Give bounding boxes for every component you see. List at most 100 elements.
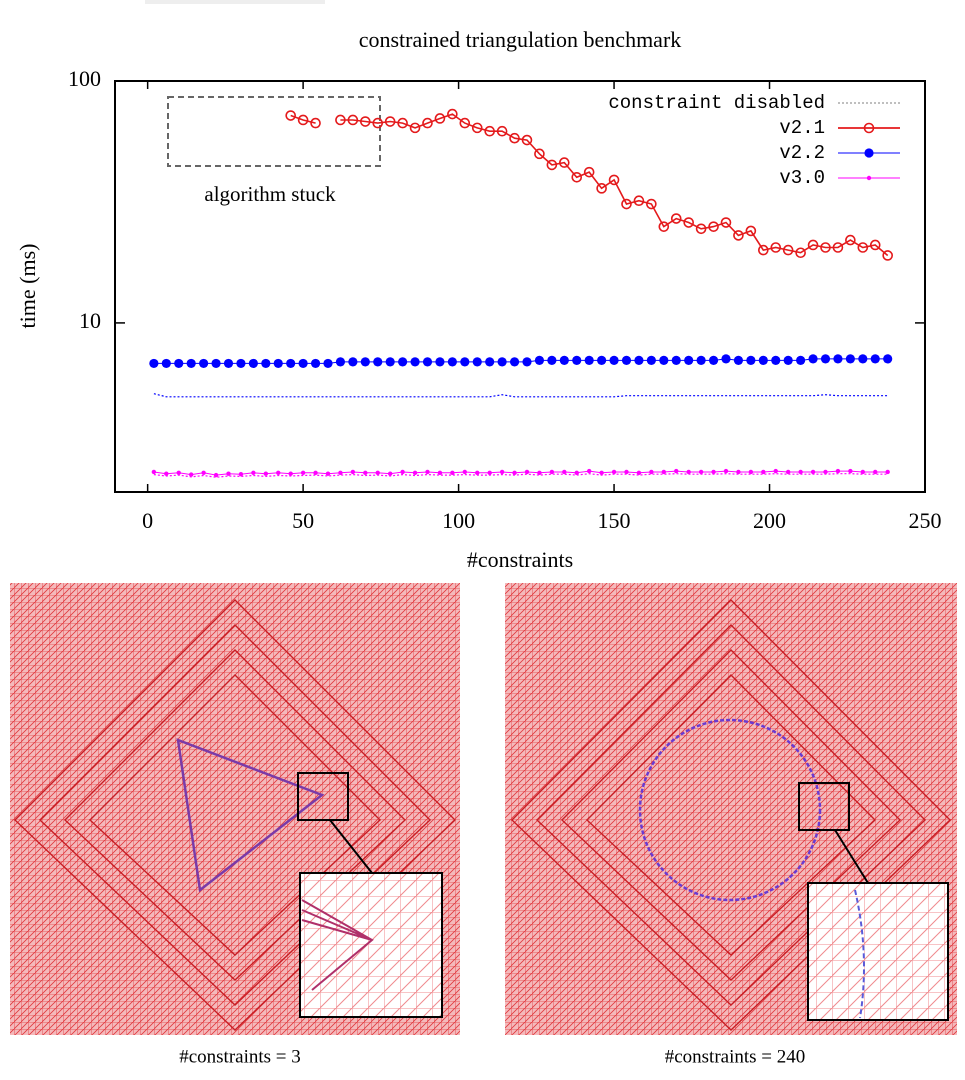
mesh-panel-right: [505, 583, 957, 1035]
point: [785, 469, 791, 475]
point: [151, 469, 157, 475]
point: [646, 355, 656, 365]
point: [835, 468, 841, 474]
point: [422, 117, 433, 129]
point: [348, 357, 358, 367]
point: [771, 355, 781, 365]
point: [796, 355, 806, 365]
point: [807, 239, 819, 251]
point: [238, 471, 244, 477]
point: [485, 357, 495, 367]
point: [708, 355, 719, 365]
point: [285, 110, 296, 121]
point: [522, 357, 532, 367]
point: [422, 357, 433, 367]
point: [633, 195, 645, 207]
point: [450, 470, 455, 476]
x-tick-label: 150: [598, 508, 631, 533]
point: [496, 125, 508, 137]
point: [883, 354, 893, 364]
point: [624, 469, 629, 475]
point: [758, 355, 768, 365]
point: [798, 469, 803, 475]
y-axis-label: time (ms): [15, 244, 40, 329]
point: [425, 469, 430, 475]
point: [621, 198, 632, 210]
point: [583, 166, 595, 178]
top-strip: [145, 0, 325, 4]
point: [869, 239, 881, 251]
point: [325, 471, 331, 476]
point: [161, 358, 171, 369]
point: [723, 468, 729, 474]
point: [845, 354, 855, 364]
point: [372, 117, 384, 129]
point: [761, 469, 766, 475]
point: [310, 117, 321, 129]
point: [286, 358, 296, 369]
point: [434, 113, 446, 124]
point: [398, 357, 408, 367]
point: [409, 122, 421, 134]
panel-caption: #constraints = 3: [179, 1046, 301, 1067]
panel-caption: #constraints = 240: [665, 1046, 806, 1067]
point: [186, 358, 196, 369]
point: [571, 171, 583, 183]
x-tick-label: 100: [442, 508, 475, 533]
point: [770, 242, 782, 253]
point: [586, 468, 592, 474]
point: [375, 470, 380, 476]
point: [484, 125, 495, 137]
plot-frame: [114, 80, 926, 493]
point: [211, 358, 221, 369]
point: [696, 355, 706, 365]
annotation-box: [167, 96, 381, 167]
point: [646, 198, 657, 210]
point: [509, 357, 520, 367]
point: [611, 469, 617, 475]
x-tick-label: 250: [909, 508, 942, 533]
point: [596, 183, 607, 194]
point: [499, 469, 505, 475]
point: [733, 355, 744, 365]
legend-marker: [864, 148, 874, 158]
point: [674, 468, 679, 474]
x-tick-label: 50: [292, 508, 314, 533]
point: [524, 469, 530, 475]
point: [559, 355, 569, 365]
point: [736, 469, 741, 475]
point: [373, 357, 383, 367]
point: [695, 223, 707, 235]
point: [273, 358, 283, 369]
point: [609, 355, 619, 365]
point: [782, 244, 794, 256]
x-axis-label: #constraints: [467, 547, 573, 572]
point: [832, 242, 844, 253]
point: [636, 470, 642, 476]
point: [860, 469, 866, 475]
point: [572, 355, 582, 365]
point: [248, 358, 258, 369]
point: [537, 470, 542, 476]
point: [412, 470, 418, 476]
point: [363, 470, 368, 476]
point: [584, 355, 594, 365]
point: [562, 469, 567, 475]
point: [708, 221, 719, 232]
point: [347, 114, 359, 126]
point: [634, 355, 644, 365]
point: [758, 244, 769, 256]
point: [823, 469, 828, 475]
point: [471, 122, 483, 134]
mesh-panel-left: [10, 583, 460, 1035]
point: [400, 469, 405, 475]
point: [684, 355, 694, 365]
point: [310, 358, 321, 369]
point: [521, 134, 533, 146]
point: [820, 354, 831, 364]
point: [810, 469, 816, 475]
point: [509, 132, 520, 144]
point: [288, 471, 293, 476]
disabled-line: [153, 393, 888, 398]
